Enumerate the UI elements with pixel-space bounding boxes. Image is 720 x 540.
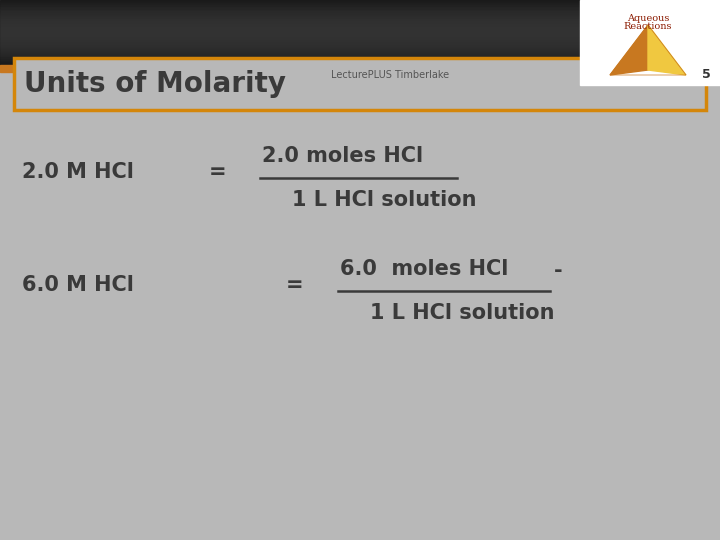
Text: LecturePLUS Timberlake: LecturePLUS Timberlake [331, 70, 449, 80]
Text: =: = [286, 275, 304, 295]
Bar [0, 8, 720, 9]
Bar [0, 53, 720, 54]
Bar [0, 24, 720, 25]
Bar [0, 2, 720, 3]
Bar [0, 28, 720, 29]
Bar [0, 39, 720, 40]
Bar [0, 1, 720, 2]
Bar [0, 21, 720, 22]
Text: 2.0 moles HCl: 2.0 moles HCl [262, 146, 423, 166]
Bar [0, 55, 720, 56]
Bar [0, 9, 720, 10]
Bar [0, 29, 720, 30]
Bar [14, 58, 706, 110]
Bar [0, 15, 720, 16]
Bar [0, 54, 720, 55]
Bar [0, 5, 720, 6]
Bar [0, 52, 720, 53]
Bar [0, 23, 720, 24]
Bar [0, 65, 720, 72]
Bar [0, 16, 720, 17]
Bar [0, 18, 720, 19]
Bar [0, 49, 720, 50]
Bar [0, 20, 720, 21]
Text: -: - [554, 261, 562, 281]
Bar [0, 0, 720, 65]
Bar [0, 7, 720, 8]
Text: 1 L HCl solution: 1 L HCl solution [292, 190, 477, 210]
Text: 1 L HCl solution: 1 L HCl solution [370, 303, 554, 323]
Bar [0, 25, 720, 26]
Bar [0, 4, 720, 5]
Bar [0, 50, 720, 51]
Bar [0, 0, 720, 1]
Bar [0, 48, 720, 49]
Bar [0, 51, 720, 52]
Bar [0, 47, 720, 48]
Text: =: = [210, 162, 227, 182]
Bar [0, 17, 720, 18]
Bar [0, 6, 720, 7]
Bar [0, 63, 720, 64]
Text: Aqueous: Aqueous [627, 14, 669, 23]
Bar [0, 56, 720, 57]
Bar [0, 59, 720, 60]
Bar [0, 19, 720, 20]
Bar [0, 38, 720, 39]
Bar [0, 22, 720, 23]
Bar [0, 58, 720, 59]
Bar [0, 45, 720, 46]
Text: 6.0 M HCl: 6.0 M HCl [22, 275, 134, 295]
Bar [0, 41, 720, 42]
Bar [0, 30, 720, 31]
Bar [0, 3, 720, 4]
Bar [580, 0, 720, 85]
Bar [0, 36, 720, 37]
Bar [0, 44, 720, 45]
Bar [0, 33, 720, 34]
Text: 6.0  moles HCl: 6.0 moles HCl [340, 259, 508, 279]
Bar [0, 62, 720, 63]
Bar [0, 35, 720, 36]
Bar [0, 34, 720, 35]
Text: 5: 5 [701, 69, 711, 82]
Bar [0, 13, 720, 14]
Bar [0, 46, 720, 47]
Bar [0, 27, 720, 28]
Bar [0, 14, 720, 15]
Text: 2.0 M HCl: 2.0 M HCl [22, 162, 134, 182]
Bar [0, 10, 720, 11]
Bar [0, 32, 720, 33]
Bar [0, 43, 720, 44]
Text: Units of Molarity: Units of Molarity [24, 70, 286, 98]
Bar [0, 31, 720, 32]
Bar [0, 11, 720, 12]
Bar [0, 40, 720, 41]
Bar [0, 61, 720, 62]
Bar [0, 12, 720, 13]
Bar [0, 26, 720, 27]
Bar [0, 60, 720, 61]
Polygon shape [610, 25, 648, 75]
Bar [0, 57, 720, 58]
Polygon shape [648, 25, 686, 75]
Bar [0, 64, 720, 65]
Text: Reactions: Reactions [624, 22, 672, 31]
Bar [0, 42, 720, 43]
Bar [0, 37, 720, 38]
